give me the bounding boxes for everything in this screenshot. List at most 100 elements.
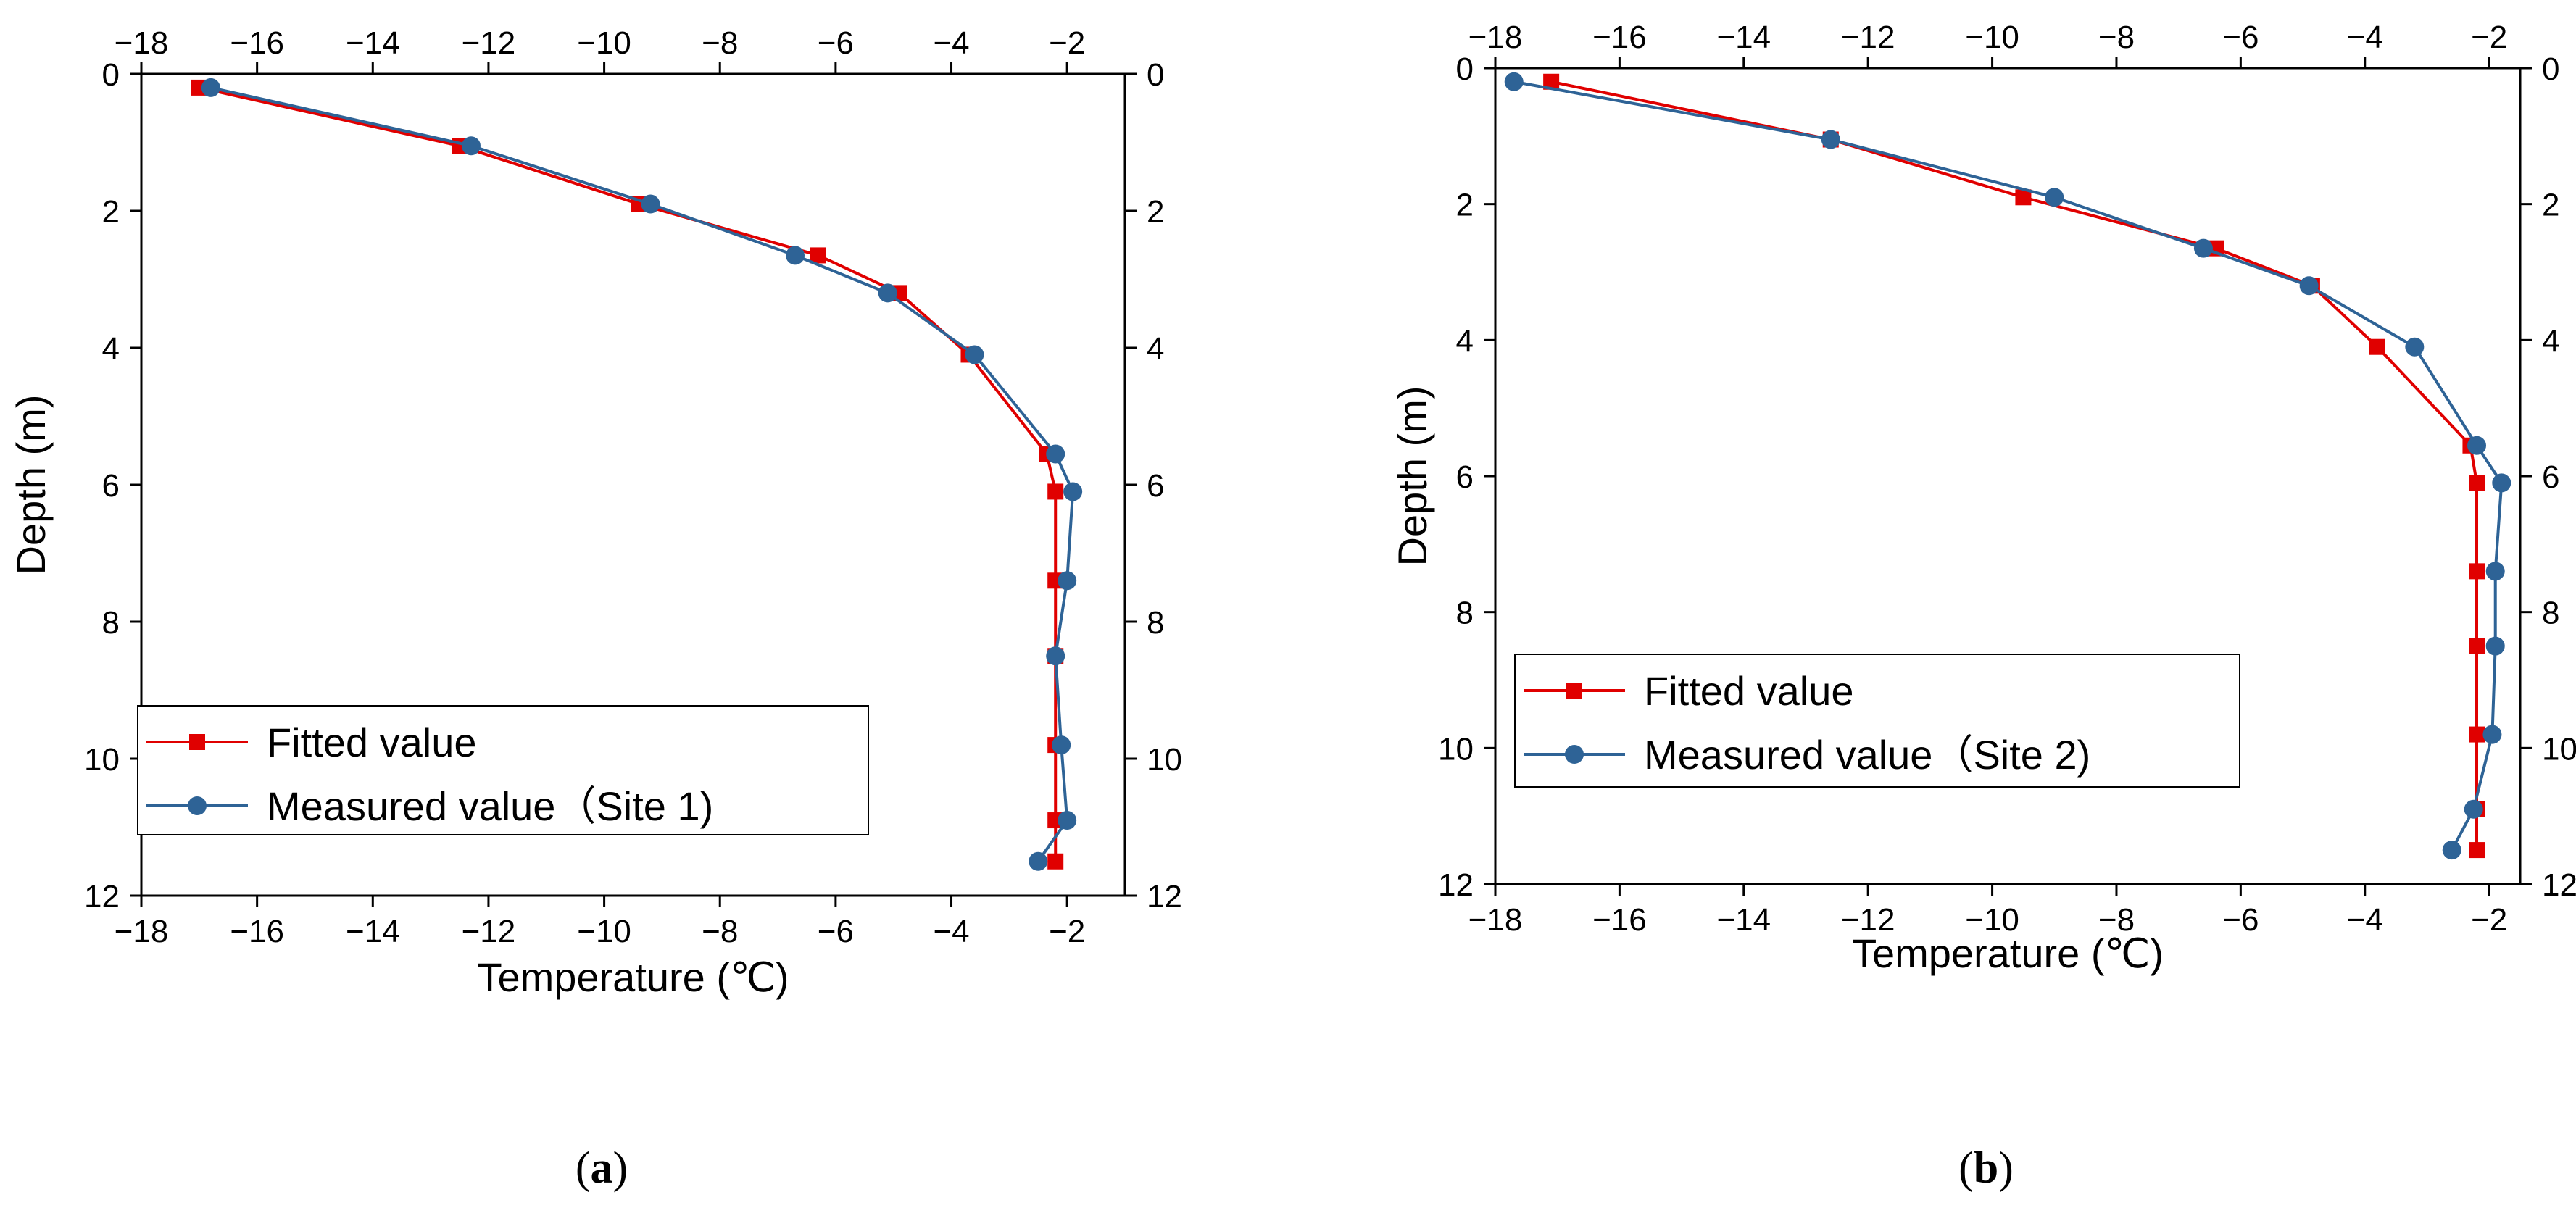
x-tick-label-top: −16: [1592, 20, 1647, 55]
y-tick-label-left: 10: [84, 742, 120, 778]
legend-label: Measured value（Site 1): [267, 783, 713, 829]
y-tick-label-right: 10: [1147, 742, 1182, 778]
data-point-measured: [2299, 276, 2319, 296]
y-axis-title: Depth (m): [1389, 386, 1435, 567]
y-tick-label-left: 2: [102, 194, 120, 230]
legend-box: [137, 705, 869, 835]
data-point-measured: [786, 246, 805, 265]
legend-marker-circle: [188, 796, 207, 815]
data-point-measured: [2467, 436, 2487, 455]
data-point-measured: [1058, 571, 1077, 591]
data-point-measured: [1063, 482, 1083, 501]
panel-label-open-paren: (: [1958, 1143, 1974, 1193]
data-point-measured: [2464, 799, 2483, 819]
data-point-measured: [2405, 337, 2425, 357]
x-tick-label-bottom: −4: [933, 914, 969, 949]
x-tick-label-bottom: −2: [1049, 914, 1085, 949]
x-tick-label-bottom: −6: [818, 914, 854, 949]
y-tick-label-right: 4: [1147, 331, 1164, 367]
data-point-measured: [2442, 841, 2461, 860]
y-tick-label-left: 4: [1456, 323, 1474, 359]
x-tick-label-bottom: −2: [2471, 902, 2507, 938]
x-tick-label-bottom: −12: [462, 914, 516, 949]
x-tick-label-bottom: −16: [1592, 902, 1647, 938]
legend-marker-circle: [1565, 745, 1584, 764]
x-tick-label-top: −18: [115, 25, 169, 61]
data-point-measured: [641, 194, 660, 214]
data-point-measured: [2193, 238, 2213, 258]
y-tick-label-left: 10: [1438, 731, 1474, 767]
legend-box: [1514, 654, 2240, 788]
y-tick-label-right: 8: [1147, 605, 1164, 641]
x-tick-label-top: −12: [462, 25, 516, 61]
panel-label-letter: b: [1974, 1143, 1998, 1193]
x-axis-title: Temperature (℃): [1852, 930, 2164, 976]
y-axis-title: Depth (m): [8, 395, 54, 575]
data-point-fitted: [2015, 189, 2032, 206]
y-tick-label-right: 4: [2542, 323, 2559, 359]
x-tick-label-bottom: −6: [2222, 902, 2259, 938]
x-tick-label-bottom: −18: [1468, 902, 1523, 938]
legend-marker-square: [189, 734, 205, 750]
y-tick-label-right: 6: [1147, 468, 1164, 504]
x-tick-label-bottom: −10: [1965, 902, 2019, 938]
x-tick-label-bottom: −10: [577, 914, 631, 949]
chart-panel-b: −18 −18 −16 −16 −14 −14 −12 −12 −10 −10 −8 −8 −6 −6 −4…: [1389, 20, 2576, 1193]
legend-label: Measured value（Site 2): [1644, 732, 2090, 778]
x-tick-label-top: −8: [702, 25, 738, 61]
data-point-measured: [1504, 72, 1524, 91]
x-tick-label-bottom: −18: [115, 914, 169, 949]
y-tick-label-left: 6: [102, 468, 120, 504]
data-point-measured: [461, 136, 481, 156]
y-tick-label-right: 2: [2542, 188, 2559, 223]
data-point-measured: [1821, 130, 1840, 149]
y-tick-label-right: 10: [2542, 731, 2576, 767]
data-point-measured: [1046, 646, 1065, 666]
x-tick-label-top: −2: [2471, 20, 2507, 55]
x-tick-label-top: −6: [2222, 20, 2259, 55]
x-tick-label-top: −2: [1049, 25, 1085, 61]
panel-label-close-paren: ): [613, 1143, 628, 1193]
y-tick-label-right: 12: [1147, 879, 1182, 914]
x-axis-title: Temperature (℃): [477, 954, 789, 1000]
y-tick-label-left: 12: [1438, 867, 1474, 903]
data-point-measured: [1029, 851, 1048, 871]
y-tick-label-left: 2: [1456, 188, 1474, 223]
data-point-fitted: [2469, 475, 2485, 491]
y-tick-label-left: 8: [102, 605, 120, 641]
data-point-measured: [1058, 811, 1077, 830]
x-tick-label-top: −4: [2347, 20, 2383, 55]
chart-panel-a: −18 −18 −16 −16 −14 −14 −12 −12 −10 −10 −8 −8 −6 −6 −4…: [8, 25, 1182, 1193]
x-tick-label-bottom: −14: [1716, 902, 1771, 938]
y-tick-label-left: 8: [1456, 596, 1474, 631]
panel-label-open-paren: (: [576, 1143, 591, 1193]
y-tick-label-right: 0: [1147, 57, 1164, 93]
data-point-fitted: [1047, 853, 1064, 870]
data-point-measured: [1046, 444, 1065, 464]
x-tick-label-bottom: −14: [346, 914, 400, 949]
x-tick-label-top: −12: [1841, 20, 1895, 55]
panel-label: (a): [576, 1143, 628, 1193]
x-tick-label-bottom: −4: [2347, 902, 2383, 938]
x-tick-label-top: −16: [230, 25, 284, 61]
y-tick-label-left: 4: [102, 331, 120, 367]
y-tick-label-right: 0: [2542, 51, 2559, 87]
data-point-fitted: [810, 247, 826, 264]
data-point-fitted: [2469, 563, 2485, 580]
data-point-measured: [2045, 188, 2064, 207]
data-point-measured: [2485, 636, 2505, 656]
y-tick-label-right: 12: [2542, 867, 2576, 903]
y-tick-label-left: 0: [102, 57, 120, 93]
y-tick-label-left: 6: [1456, 459, 1474, 495]
y-tick-label-right: 6: [2542, 459, 2559, 495]
data-point-fitted: [2369, 338, 2385, 355]
y-tick-label-right: 2: [1147, 194, 1164, 230]
panel-label-close-paren: ): [1998, 1143, 2014, 1193]
data-point-fitted: [1047, 483, 1064, 500]
data-point-measured: [2492, 473, 2511, 493]
x-tick-label-top: −14: [346, 25, 400, 61]
x-tick-label-bottom: −8: [2098, 902, 2135, 938]
data-point-fitted: [2469, 726, 2485, 743]
y-tick-label-left: 0: [1456, 51, 1474, 87]
